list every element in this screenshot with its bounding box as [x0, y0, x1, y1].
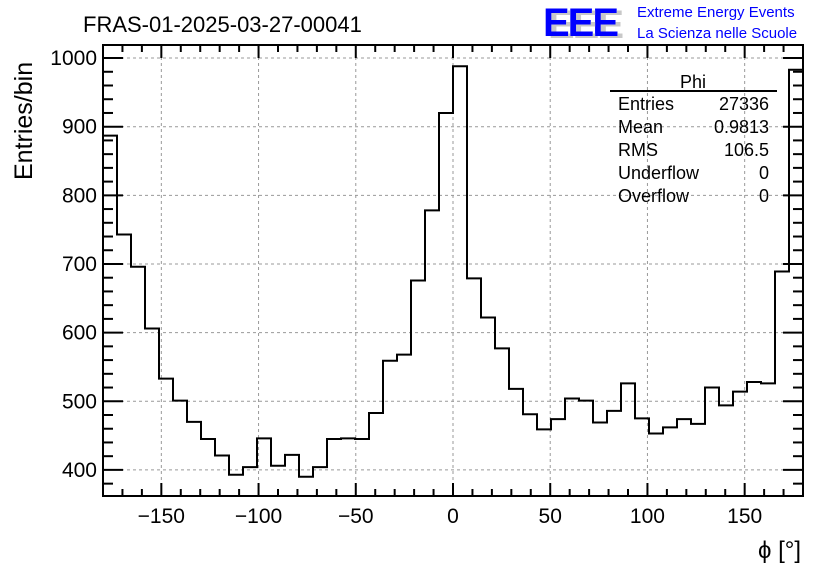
y-tick-label: 600 — [62, 322, 97, 345]
histogram-bin — [103, 136, 117, 496]
x-axis-label: ϕ [°] — [758, 537, 801, 564]
histogram-bin — [285, 455, 299, 496]
histogram-bin — [257, 438, 271, 496]
logo-letters: EEE — [543, 1, 618, 45]
histogram-bin — [733, 392, 747, 496]
stats-value: 27336 — [719, 94, 769, 114]
histogram-bin — [117, 234, 131, 496]
x-tick-label: −100 — [235, 505, 282, 528]
x-tick-label: 100 — [630, 505, 665, 528]
x-tick-label: −50 — [338, 505, 374, 528]
histogram-bin — [607, 411, 621, 496]
histogram-bin — [355, 439, 369, 496]
histogram-bin — [677, 419, 691, 496]
histogram-bin — [131, 267, 145, 496]
histogram-bin — [579, 401, 593, 496]
plot-title: FRAS-01-2025-03-27-00041 — [83, 12, 362, 37]
stats-label: Entries — [618, 94, 674, 114]
eee-logo: EEE Extreme Energy Events La Scienza nel… — [543, 1, 797, 45]
y-tick-label: 800 — [62, 184, 97, 207]
histogram-bins — [103, 66, 803, 496]
histogram-bin — [439, 113, 453, 496]
histogram-bin — [327, 439, 341, 496]
x-tick-label: 150 — [727, 505, 762, 528]
y-tick-label: 1000 — [50, 47, 97, 70]
histogram-bin — [789, 70, 803, 496]
stats-value: 106.5 — [724, 140, 769, 160]
histogram-bin — [649, 434, 663, 496]
histogram-bin — [481, 318, 495, 496]
y-axis-label: Entries/bin — [10, 62, 38, 180]
histogram-bin — [159, 379, 173, 496]
histogram-bin — [201, 439, 215, 496]
histogram-bin — [551, 419, 565, 496]
histogram-bin — [691, 424, 705, 496]
histogram-bin — [761, 383, 775, 496]
histogram-bin — [369, 413, 383, 496]
histogram-bin — [705, 388, 719, 496]
histogram-bin — [593, 423, 607, 496]
histogram-bin — [243, 467, 257, 496]
histogram-bin — [523, 414, 537, 496]
y-tick-label: 400 — [62, 459, 97, 482]
histogram-bin — [397, 355, 411, 496]
histogram-bin — [453, 66, 467, 496]
histogram-bin — [411, 280, 425, 496]
histogram-bin — [467, 278, 481, 496]
stats-value: 0.9813 — [714, 117, 769, 137]
histogram-bin — [313, 467, 327, 496]
histogram-bin — [341, 438, 355, 496]
histogram-bin — [719, 405, 733, 496]
histogram-line — [102, 65, 803, 496]
y-tick-label: 500 — [62, 390, 97, 413]
grid — [103, 45, 803, 496]
y-tick-label: 700 — [62, 253, 97, 276]
histogram-bin — [425, 210, 439, 496]
histogram-bin — [229, 475, 243, 496]
histogram-bin — [271, 466, 285, 496]
histogram-bin — [145, 329, 159, 496]
x-tick-label: −150 — [138, 505, 185, 528]
stats-value: 0 — [759, 163, 769, 183]
histogram-bin — [383, 361, 397, 496]
histogram-bin — [621, 383, 635, 496]
histogram-bin — [187, 422, 201, 496]
stats-box: Phi Entries 27336 Mean 0.9813 RMS 106.5 Underf… — [610, 72, 777, 206]
stats-label: RMS — [618, 140, 658, 160]
logo-line1: Extreme Energy Events — [637, 4, 795, 21]
axis-ticks — [102, 45, 804, 496]
y-tick-labels: 400 500 600 700 800 900 1000 — [50, 47, 97, 482]
logo-line2: La Scienza nelle Scuole — [637, 25, 797, 42]
histogram-bin — [495, 348, 509, 496]
histogram-bin — [635, 418, 649, 496]
stats-value: 0 — [759, 186, 769, 206]
y-tick-label: 900 — [62, 116, 97, 139]
x-tick-labels: −150 −100 −50 0 50 100 150 — [138, 505, 763, 528]
stats-label: Underflow — [618, 163, 700, 183]
histogram-bin — [299, 477, 313, 496]
x-tick-label: 0 — [447, 505, 459, 528]
stats-label: Mean — [618, 117, 663, 137]
histogram-bin — [215, 455, 229, 496]
histogram-bin — [173, 401, 187, 496]
histogram-bin — [663, 427, 677, 496]
histogram-bin — [509, 389, 523, 496]
stats-label: Overflow — [618, 186, 690, 206]
histogram-bin — [537, 429, 551, 496]
stats-title: Phi — [680, 72, 706, 92]
x-tick-label: 50 — [539, 505, 562, 528]
plot-frame — [102, 44, 804, 497]
histogram-bin — [747, 382, 761, 496]
histogram-bin — [565, 399, 579, 496]
histogram-bin — [775, 272, 789, 496]
